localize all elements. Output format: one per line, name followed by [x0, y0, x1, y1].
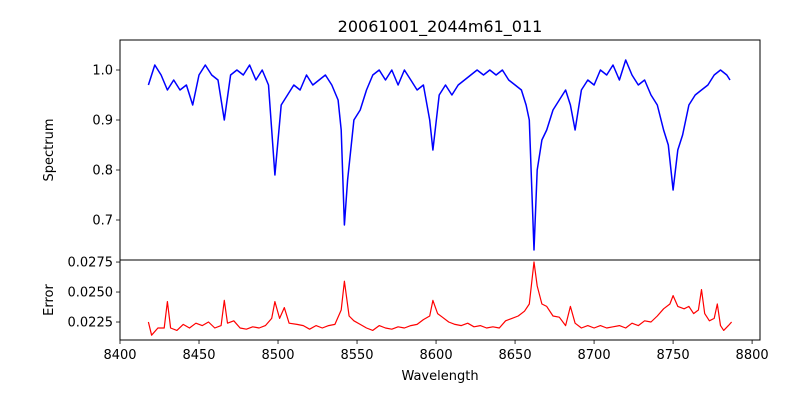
error-axes-frame: [119, 259, 761, 341]
x-tick-label: 8450: [182, 348, 215, 363]
spectrum-y-tick-label: 0.7: [92, 214, 113, 229]
error-y-tick-label: 0.0225: [68, 316, 114, 331]
chart-title: 20061001_2044m61_011: [338, 17, 543, 37]
y-axis-label-spectrum: Spectrum: [42, 119, 57, 182]
error-y-tick-label: 0.0250: [68, 286, 114, 301]
x-tick-label: 8550: [340, 348, 373, 363]
x-tick-label: 8800: [736, 348, 769, 363]
spectrum-y-tick-label: 1.0: [92, 64, 113, 79]
spectrum-axes-frame: [119, 39, 761, 261]
spectrum-y-tick-label: 0.8: [92, 164, 113, 179]
error-series-line: [147, 261, 733, 336]
y-axis-label-error: Error: [42, 284, 57, 316]
x-tick-label: 8750: [657, 348, 690, 363]
x-axis-label: Wavelength: [401, 369, 478, 384]
x-tick-label: 8600: [420, 348, 453, 363]
spectrum-y-tick-label: 0.9: [92, 114, 113, 129]
x-tick-label: 8700: [578, 348, 611, 363]
spectrum-series-line: [147, 59, 731, 251]
error-y-tick-label: 0.0275: [68, 256, 114, 271]
x-tick-label: 8650: [499, 348, 532, 363]
x-tick-label: 8400: [103, 348, 136, 363]
x-tick-label: 8500: [261, 348, 294, 363]
